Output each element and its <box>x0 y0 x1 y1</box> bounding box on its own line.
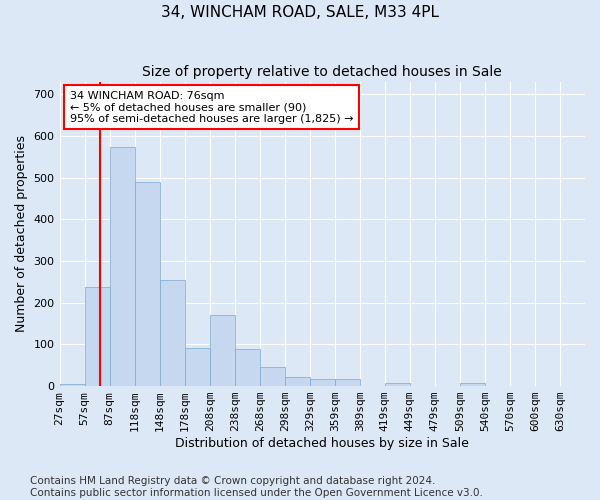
Bar <box>335 378 360 386</box>
X-axis label: Distribution of detached houses by size in Sale: Distribution of detached houses by size … <box>175 437 469 450</box>
Bar <box>110 148 134 386</box>
Text: 34 WINCHAM ROAD: 76sqm
← 5% of detached houses are smaller (90)
95% of semi-deta: 34 WINCHAM ROAD: 76sqm ← 5% of detached … <box>70 90 353 124</box>
Text: Contains HM Land Registry data © Crown copyright and database right 2024.
Contai: Contains HM Land Registry data © Crown c… <box>30 476 483 498</box>
Bar <box>235 348 260 386</box>
Bar <box>59 384 85 386</box>
Bar <box>85 287 110 386</box>
Bar <box>310 378 335 386</box>
Bar <box>285 377 310 386</box>
Bar <box>134 182 160 386</box>
Y-axis label: Number of detached properties: Number of detached properties <box>15 136 28 332</box>
Bar <box>209 315 235 386</box>
Bar <box>385 382 410 386</box>
Bar <box>260 368 285 386</box>
Text: 34, WINCHAM ROAD, SALE, M33 4PL: 34, WINCHAM ROAD, SALE, M33 4PL <box>161 5 439 20</box>
Title: Size of property relative to detached houses in Sale: Size of property relative to detached ho… <box>142 65 502 79</box>
Bar <box>160 280 185 386</box>
Bar <box>460 383 485 386</box>
Bar <box>185 348 209 386</box>
